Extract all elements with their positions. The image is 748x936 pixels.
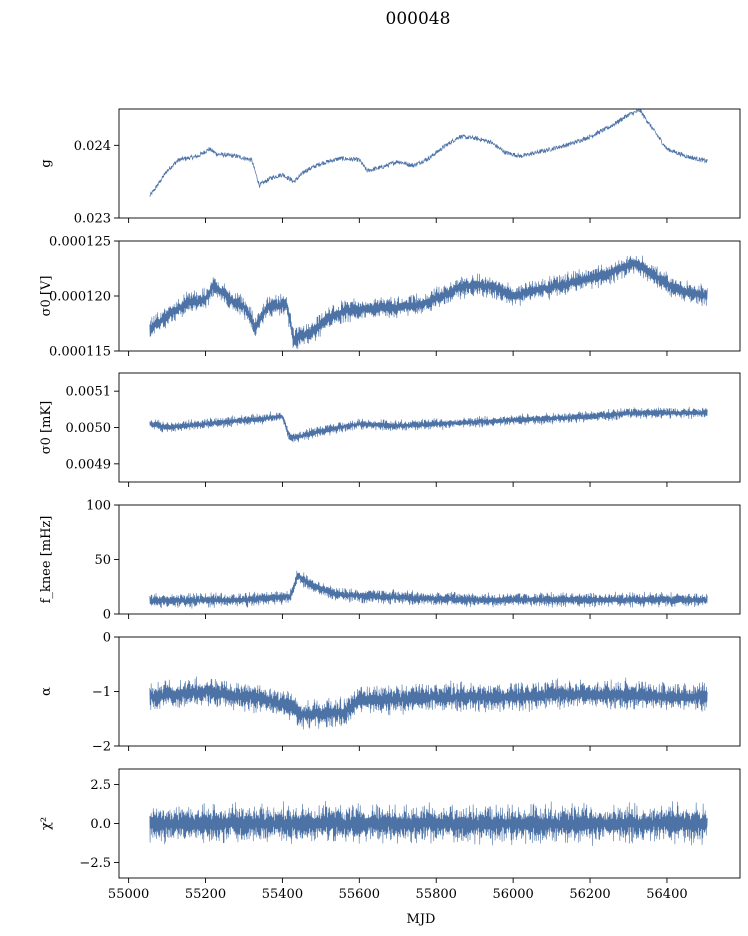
- y-tick-label: 0.000115: [49, 345, 111, 360]
- y-tick-label: −2.5: [79, 856, 111, 871]
- y-axis-label: f_knee [mHz]: [39, 516, 54, 604]
- x-tick-label: 55200: [185, 887, 226, 902]
- y-tick-label: −2: [92, 740, 111, 755]
- x-tick-label: 56400: [646, 887, 687, 902]
- figure-title: 000048: [386, 9, 451, 29]
- y-tick-label: 0.0050: [66, 421, 112, 436]
- series-line: [149, 800, 708, 846]
- x-tick-label: 56200: [569, 887, 610, 902]
- y-tick-label: 0.0051: [66, 385, 112, 400]
- subplot-1: 0.023 0.024 g: [39, 108, 741, 227]
- y-axis-label: σ0 [mK]: [39, 401, 54, 454]
- subplot-6: −2.5 0.0 2.5 55000 55200 55400 55600 55800 56000…: [39, 768, 741, 902]
- x-tick-label: 55000: [108, 887, 149, 902]
- subplot-5: −2 −1 0 α: [39, 631, 741, 755]
- y-tick-label: 100: [86, 499, 111, 514]
- y-tick-label: 50: [94, 553, 111, 568]
- subplot-3: 0.0049 0.0050 0.0051 σ0 [mK]: [39, 372, 741, 487]
- x-tick-label: 55400: [262, 887, 303, 902]
- subplot-2: 0.000115 0.000120 0.000125 σ0 [V]: [39, 235, 741, 360]
- x-tick-label: 55800: [416, 887, 457, 902]
- x-axis-label: MJD: [407, 912, 436, 927]
- series-line: [149, 406, 708, 443]
- y-axis-label: g: [39, 159, 54, 167]
- y-axis-label: α: [39, 687, 54, 696]
- y-tick-label: 0.000120: [49, 290, 111, 305]
- y-tick-label: 0.000125: [49, 235, 111, 250]
- y-axis-label: σ0 [V]: [39, 276, 54, 317]
- plot-frame: [118, 108, 741, 219]
- subplot-4: 0 50 100 f_knee [mHz]: [39, 499, 741, 623]
- y-tick-label: −1: [92, 685, 111, 700]
- subplots: 0.023 0.024 g 0.000115 0.000120 0.000125 σ0 [V…: [39, 108, 741, 902]
- y-tick-label: 0.0: [90, 817, 111, 832]
- y-tick-label: 0.0049: [66, 457, 112, 472]
- x-tick-label: 56000: [492, 887, 533, 902]
- y-tick-label: 0.023: [74, 212, 111, 227]
- x-tick-label: 55600: [339, 887, 380, 902]
- series-line: [149, 255, 708, 350]
- y-tick-label: 0.024: [74, 139, 111, 154]
- y-tick-label: 0: [103, 631, 111, 646]
- y-axis-label: χ²: [39, 817, 54, 830]
- y-tick-label: 2.5: [90, 778, 111, 793]
- series-line: [149, 570, 708, 609]
- y-tick-label: 0: [103, 608, 111, 623]
- plot-frame: [118, 372, 741, 483]
- series-line: [149, 676, 708, 730]
- series-line: [149, 109, 708, 197]
